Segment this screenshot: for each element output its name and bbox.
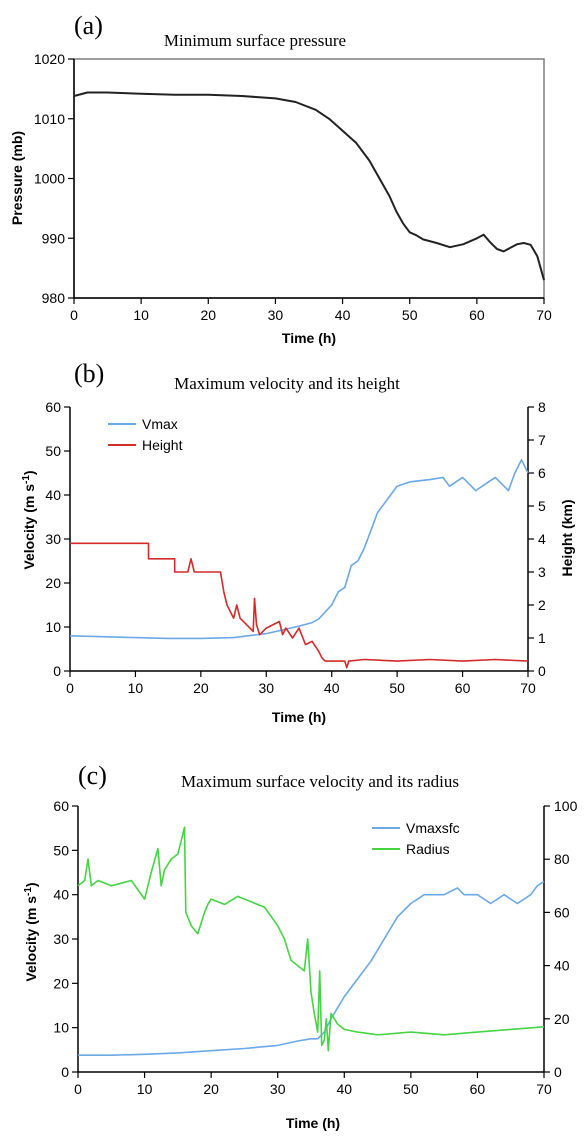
panel-c-xlabel: Time (h) [286, 1115, 340, 1131]
panel-a-y-tick-label: 990 [42, 230, 66, 246]
panel-c-x-tick-label: 20 [203, 1081, 219, 1097]
panel-c-y-tick-label: 20 [53, 975, 69, 991]
panel-b-y-tick-label: 40 [45, 487, 61, 503]
panel-c-y-tick-label: 30 [53, 931, 69, 947]
panel-a-y-tick-label: 1000 [34, 171, 65, 187]
panel-c-x-tick-label: 60 [470, 1081, 486, 1097]
panel-a-y-tick-label: 1020 [34, 51, 65, 67]
panel-b-ylabel: Velocity (m s-1) [21, 470, 38, 569]
panel-a-y-tick-label: 980 [42, 290, 66, 306]
panel-c-marks: 0 10 20 30 40 50 60 700102030405060020406080100… [53, 798, 577, 1097]
panel-b-x-tick-label: 50 [389, 680, 405, 696]
panel-b-y2-tick-label: 3 [538, 564, 546, 580]
panel-b-x-tick-label: 20 [193, 680, 209, 696]
panel-c-y-tick-label: 0 [61, 1064, 69, 1080]
panel-b-y2-tick-label: 7 [538, 432, 546, 448]
panel-c-x-tick-label: 70 [536, 1081, 552, 1097]
panel-a-x-tick-label: 40 [335, 307, 351, 323]
panel-c-x-tick-label: 30 [270, 1081, 286, 1097]
panel-b-y2-tick-label: 6 [538, 465, 546, 481]
legend-label-height: Height [142, 437, 183, 453]
panel-c-y2-tick-label: 20 [554, 1011, 570, 1027]
panel-c-x-tick-label: 0 [74, 1081, 82, 1097]
panel-b: (b) Maximum velocity and its height Velo… [21, 359, 576, 725]
panel-c: (c) Maximum surface velocity and its rad… [23, 761, 460, 1131]
panel-a-ylabel: Pressure (mb) [9, 131, 25, 225]
legend-label-vmaxsfc: Vmaxsfc [406, 820, 460, 836]
panel-c-label: (c) [78, 761, 107, 790]
panel-b-y2-tick-label: 8 [538, 399, 546, 415]
panel-b-y-tick-label: 30 [45, 531, 61, 547]
panel-b-label: (b) [74, 359, 104, 388]
legend-label-radius: Radius [406, 841, 450, 857]
panel-a-x-tick-label: 60 [469, 307, 485, 323]
panel-c-y-tick-label: 40 [53, 887, 69, 903]
panel-c-radius-line [77, 826, 545, 1052]
panel-a-frame [73, 58, 545, 299]
panel-a-y-tick-label: 1010 [34, 111, 65, 127]
panel-a-series-0-line [73, 91, 545, 281]
panel-c-x-tick-label: 50 [403, 1081, 419, 1097]
panel-c-y2-tick-label: 80 [554, 851, 570, 867]
panel-c-y-tick-label: 50 [53, 842, 69, 858]
panel-a-title: Minimum surface pressure [164, 31, 346, 50]
panel-b-y-tick-label: 20 [45, 575, 61, 591]
panel-a-x-tick-label: 30 [268, 307, 284, 323]
panel-b-y2-tick-label: 1 [538, 630, 546, 646]
panel-c-title: Maximum surface velocity and its radius [181, 772, 459, 791]
panel-c-y-tick-label: 10 [53, 1020, 69, 1036]
panel-c-x-tick-label: 10 [137, 1081, 153, 1097]
panel-b-xlabel: Time (h) [272, 709, 326, 725]
panel-a: (a) Minimum surface pressure Pressure (m… [9, 11, 545, 346]
panel-b-x-tick-label: 60 [455, 680, 471, 696]
panel-a-label: (a) [74, 11, 103, 40]
panel-c-y-tick-label: 60 [53, 798, 69, 814]
panel-c-y2-tick-label: 40 [554, 958, 570, 974]
panel-a-x-tick-label: 0 [70, 307, 78, 323]
panel-b-x-tick-label: 70 [520, 680, 536, 696]
panel-b-height-line [70, 542, 529, 669]
panel-a-xlabel: Time (h) [282, 330, 336, 346]
panel-a-x-tick-label: 70 [536, 307, 552, 323]
panel-c-y2-tick-label: 60 [554, 904, 570, 920]
panel-b-y2-tick-label: 5 [538, 498, 546, 514]
panel-a-x-tick-label: 20 [200, 307, 216, 323]
panel-b-title: Maximum velocity and its height [174, 374, 400, 393]
panel-b-x-tick-label: 10 [128, 680, 144, 696]
panel-b-x-tick-label: 0 [66, 680, 74, 696]
panel-b-y-tick-label: 60 [45, 399, 61, 415]
panel-b-y2-tick-label: 0 [538, 663, 546, 679]
panel-a-x-tick-label: 50 [402, 307, 418, 323]
panel-c-x-tick-label: 40 [336, 1081, 352, 1097]
panel-b-y2-tick-label: 4 [538, 531, 546, 547]
panel-b-y-tick-label: 50 [45, 443, 61, 459]
panel-b-x-tick-label: 40 [324, 680, 340, 696]
panel-b-vmax-line [69, 458, 529, 640]
legend-label-vmax: Vmax [142, 416, 178, 432]
panel-b-y2label: Height (km) [559, 500, 575, 577]
panel-b-x-tick-label: 30 [258, 680, 274, 696]
panel-b-y-tick-label: 0 [53, 663, 61, 679]
panel-b-y2-tick-label: 2 [538, 597, 546, 613]
panel-c-ylabel: Velocity (m s-1) [23, 882, 40, 981]
panel-b-marks: 0 10 20 30 40 50 60 700102030405060012345678Vma… [45, 399, 546, 696]
panel-a-x-tick-label: 10 [133, 307, 149, 323]
panel-b-y-tick-label: 10 [45, 619, 61, 635]
panel-c-y2-tick-label: 100 [554, 798, 578, 814]
panel-c-y2-tick-label: 0 [554, 1064, 562, 1080]
panel-c-vmaxsfc-line [78, 880, 545, 1056]
